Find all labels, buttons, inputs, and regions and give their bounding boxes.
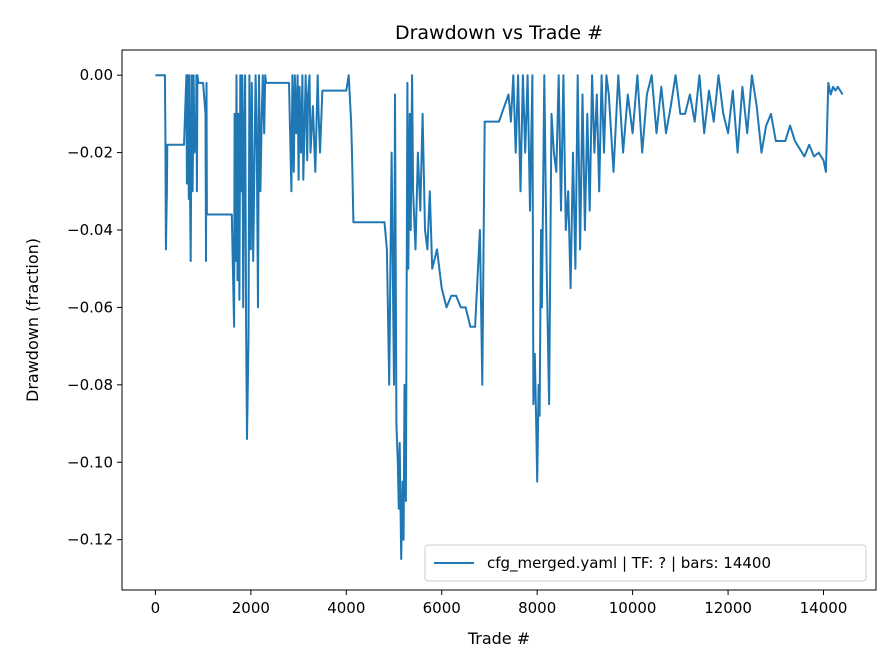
x-axis-label: Trade # [467, 629, 530, 648]
y-tick-label: 0.00 [80, 66, 113, 84]
plot-frame [121, 49, 877, 591]
y-tick-label: −0.02 [67, 144, 113, 162]
series-line-drawdown [155, 74, 844, 560]
axis-ticks: 0 2000 4000 6000 8000 10000 12000 14000 0.00 −0.0… [67, 66, 847, 617]
x-tick-label: 10000 [609, 599, 657, 617]
x-tick-label: 4000 [327, 599, 365, 617]
x-tick-label: 2000 [232, 599, 270, 617]
x-tick-label: 6000 [423, 599, 461, 617]
y-tick-label: −0.08 [67, 376, 113, 394]
plot-area [155, 74, 844, 560]
legend-entry-label: cfg_merged.yaml | TF: ? | bars: 14400 [487, 554, 771, 573]
x-tick-label: 0 [151, 599, 161, 617]
legend: cfg_merged.yaml | TF: ? | bars: 14400 [424, 544, 867, 582]
y-tick-label: −0.10 [67, 453, 113, 471]
x-tick-label: 14000 [800, 599, 848, 617]
chart-title: Drawdown vs Trade # [395, 22, 603, 44]
x-tick-label: 12000 [704, 599, 752, 617]
legend-box [424, 544, 867, 582]
x-tick-label: 8000 [518, 599, 556, 617]
y-axis-label: Drawdown (fraction) [23, 238, 42, 402]
y-tick-label: −0.04 [67, 221, 113, 239]
y-tick-label: −0.12 [67, 531, 113, 549]
y-tick-label: −0.06 [67, 298, 113, 316]
